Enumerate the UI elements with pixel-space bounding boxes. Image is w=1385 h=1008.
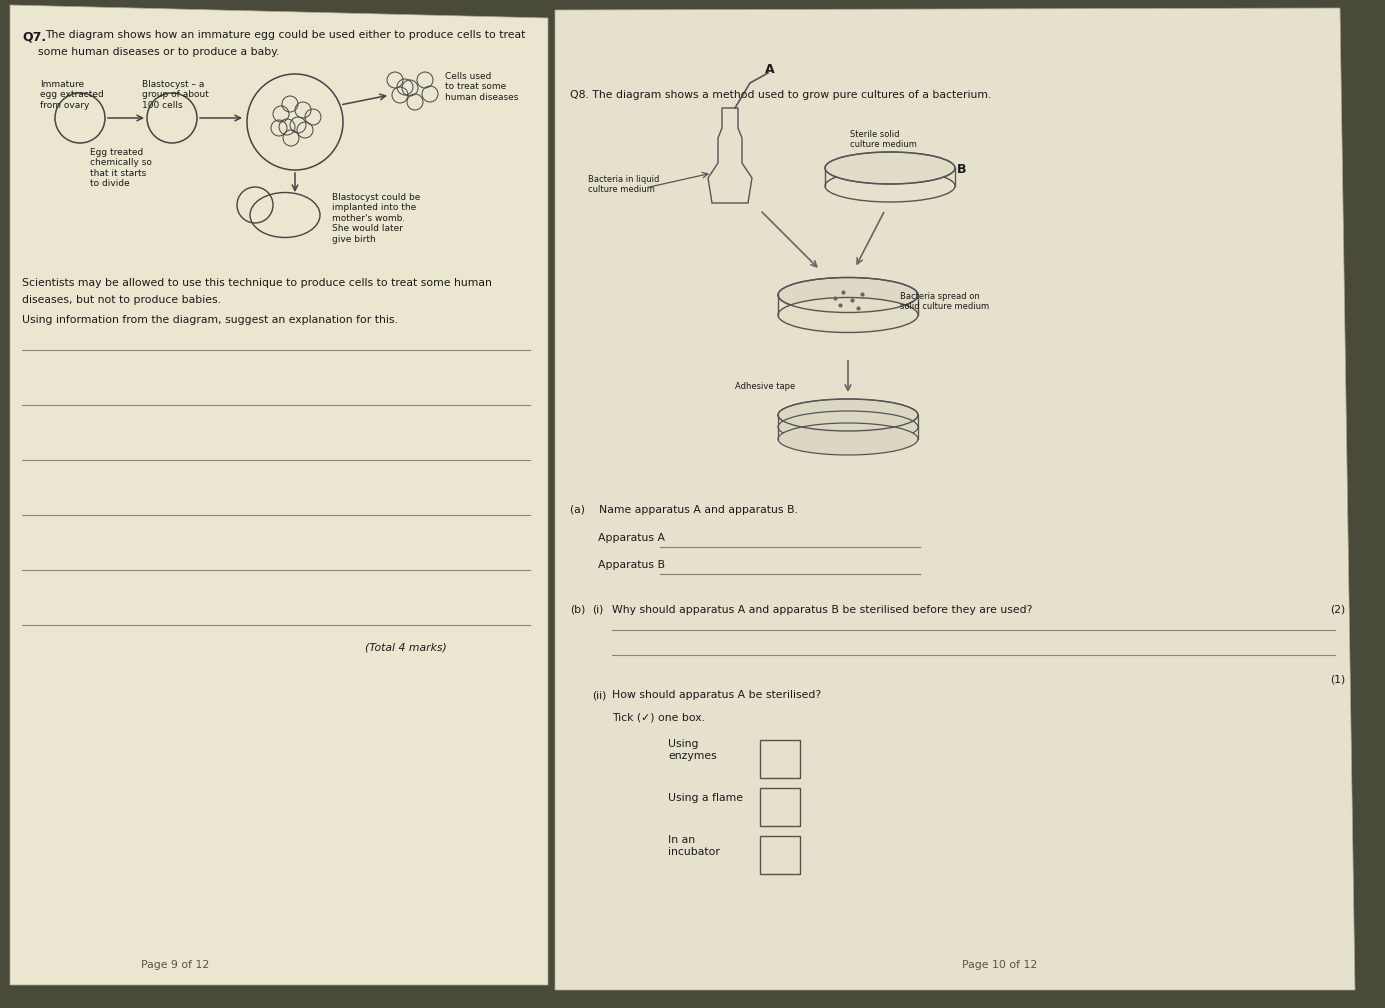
Ellipse shape [778,411,918,443]
Text: Page 9 of 12: Page 9 of 12 [141,960,209,970]
Text: The diagram shows how an immature egg could be used either to produce cells to t: The diagram shows how an immature egg co… [44,30,525,40]
Text: Cells used
to treat some
human diseases: Cells used to treat some human diseases [445,72,518,102]
Text: B: B [957,163,967,176]
Text: diseases, but not to produce babies.: diseases, but not to produce babies. [22,295,222,305]
Text: Q7.: Q7. [22,30,46,43]
Polygon shape [10,5,548,985]
Text: Using a flame: Using a flame [668,793,742,803]
Ellipse shape [825,152,956,184]
Ellipse shape [825,170,956,202]
Text: Why should apparatus A and apparatus B be sterilised before they are used?: Why should apparatus A and apparatus B b… [612,605,1032,615]
Ellipse shape [778,423,918,455]
Text: (ii): (ii) [591,690,607,700]
Text: some human diseases or to produce a baby.: some human diseases or to produce a baby… [37,47,280,57]
Text: (b): (b) [571,605,586,615]
Text: Adhesive tape: Adhesive tape [735,382,795,391]
Ellipse shape [778,277,918,312]
FancyBboxPatch shape [760,788,801,826]
Text: Apparatus A: Apparatus A [598,533,665,543]
Text: Using
enzymes: Using enzymes [668,739,717,761]
Text: Q8. The diagram shows a method used to grow pure cultures of a bacterium.: Q8. The diagram shows a method used to g… [571,90,992,100]
Text: (a)    Name apparatus A and apparatus B.: (a) Name apparatus A and apparatus B. [571,505,798,515]
Text: Apparatus B: Apparatus B [598,560,665,570]
Text: (1): (1) [1330,675,1345,685]
Polygon shape [555,8,1355,990]
FancyBboxPatch shape [760,836,801,874]
Text: (i): (i) [591,605,604,615]
Text: Bacteria spread on
solid culture medium: Bacteria spread on solid culture medium [900,292,989,311]
Ellipse shape [778,297,918,333]
Ellipse shape [778,399,918,431]
Text: Blastocyst – a
group of about
100 cells: Blastocyst – a group of about 100 cells [143,80,209,110]
Text: How should apparatus A be sterilised?: How should apparatus A be sterilised? [612,690,821,700]
Text: Blastocyst could be
implanted into the
mother's womb.
She would later
give birth: Blastocyst could be implanted into the m… [332,193,421,244]
Text: Using information from the diagram, suggest an explanation for this.: Using information from the diagram, sugg… [22,314,397,325]
Text: Tick (✓) one box.: Tick (✓) one box. [612,712,705,722]
Text: Immature
egg extracted
from ovary: Immature egg extracted from ovary [40,80,104,110]
Text: Sterile solid
culture medium: Sterile solid culture medium [850,130,917,149]
Text: Egg treated
chemically so
that it starts
to divide: Egg treated chemically so that it starts… [90,148,152,188]
Text: (Total 4 marks): (Total 4 marks) [366,642,447,652]
Text: Page 10 of 12: Page 10 of 12 [963,960,1037,970]
Text: (2): (2) [1330,605,1345,615]
Text: Bacteria in liquid
culture medium: Bacteria in liquid culture medium [589,175,659,195]
Text: Scientists may be allowed to use this technique to produce cells to treat some h: Scientists may be allowed to use this te… [22,278,492,288]
Text: A: A [765,62,774,76]
FancyBboxPatch shape [760,740,801,778]
Text: In an
incubator: In an incubator [668,836,720,857]
